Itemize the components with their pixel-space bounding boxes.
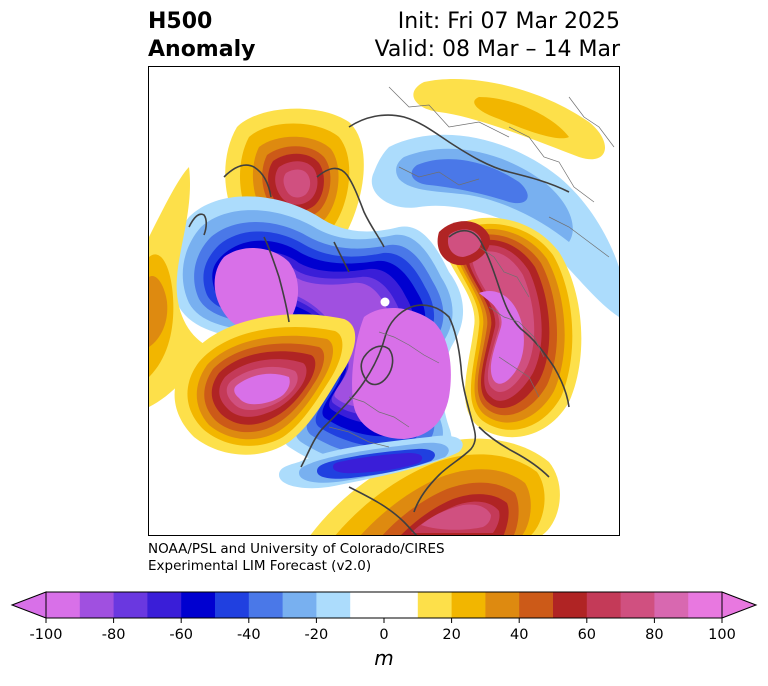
colorbar-over-arrow	[721, 591, 758, 619]
colorbar-swatch	[654, 592, 689, 618]
map-title-left: H500 Anomaly	[148, 8, 255, 64]
credit-line-2: Experimental LIM Forecast (v2.0)	[148, 558, 372, 574]
colorbar-swatch	[620, 592, 655, 618]
colorbar-unit-label: m	[374, 646, 394, 670]
colorbar-under-arrow	[10, 591, 47, 619]
colorbar-swatch	[553, 592, 588, 618]
colorbar-tick-label: 0	[379, 627, 388, 643]
init-date: Init: Fri 07 Mar 2025	[397, 9, 620, 34]
anomaly-positive-ne-pacific	[174, 314, 356, 455]
anomaly-positive-top-strip	[413, 78, 606, 160]
coastlines	[188, 114, 570, 535]
country-borders	[328, 86, 615, 448]
colorbar-ticks: -100 -80 -60 -40 -20 0 20 40 60 80 100	[30, 618, 736, 643]
colorbar-tick-label: 100	[708, 627, 736, 643]
colorbar-swatch	[215, 592, 250, 618]
credit-line-1: NOAA/PSL and University of Colorado/CIRE…	[148, 541, 445, 557]
anomaly-negative-east-na	[279, 435, 463, 489]
colorbar-tick-label: -100	[30, 627, 63, 643]
colorbar-tick-label: -60	[169, 627, 193, 643]
colorbar-swatch	[79, 592, 115, 618]
colorbar-swatch	[586, 592, 622, 618]
colorbar-tick-label: 60	[578, 627, 596, 643]
colorbar-swatch	[46, 592, 81, 618]
colorbar-swatch	[485, 592, 520, 618]
colorbar-swatch	[451, 592, 486, 618]
map-panel	[148, 66, 620, 536]
title-field: Anomaly	[148, 37, 256, 62]
colorbar-tick-label: 20	[442, 627, 460, 643]
colorbar-swatch	[282, 592, 317, 618]
colorbar-tick-label: -40	[237, 627, 261, 643]
anomaly-positive-atlantic	[310, 438, 560, 535]
colorbar-swatch	[688, 592, 723, 618]
colorbar-swatch	[519, 592, 554, 618]
anomaly-positive-europe	[437, 217, 582, 438]
anomaly-negative-siberia	[371, 134, 619, 317]
valid-range: Valid: 08 Mar – 14 Mar	[374, 37, 620, 62]
anomaly-positive-west-edge	[149, 167, 209, 407]
colorbar-tick-label: 40	[510, 627, 528, 643]
colorbar-swatch	[147, 592, 182, 618]
map-title-right: Init: Fri 07 Mar 2025 Valid: 08 Mar – 14…	[375, 8, 620, 64]
colorbar-swatch	[113, 592, 148, 618]
north-pole-marker	[380, 297, 390, 307]
colorbar-swatches	[46, 592, 723, 618]
colorbar-swatch	[350, 592, 385, 618]
colorbar-swatch	[384, 592, 419, 618]
colorbar-swatch	[181, 592, 216, 618]
credit-text: NOAA/PSL and University of Colorado/CIRE…	[148, 541, 445, 575]
colorbar-tick-label: 80	[645, 627, 663, 643]
colorbar-swatch	[248, 592, 284, 618]
colorbar-tick-label: -80	[102, 627, 126, 643]
colorbar: -100 -80 -60 -40 -20 0 20 40 60 80 100	[10, 591, 758, 643]
colorbar-swatch	[417, 592, 453, 618]
colorbar-tick-label: -20	[305, 627, 329, 643]
title-variable: H500	[148, 9, 213, 34]
anomaly-map	[149, 78, 619, 535]
colorbar-swatch	[316, 592, 351, 618]
